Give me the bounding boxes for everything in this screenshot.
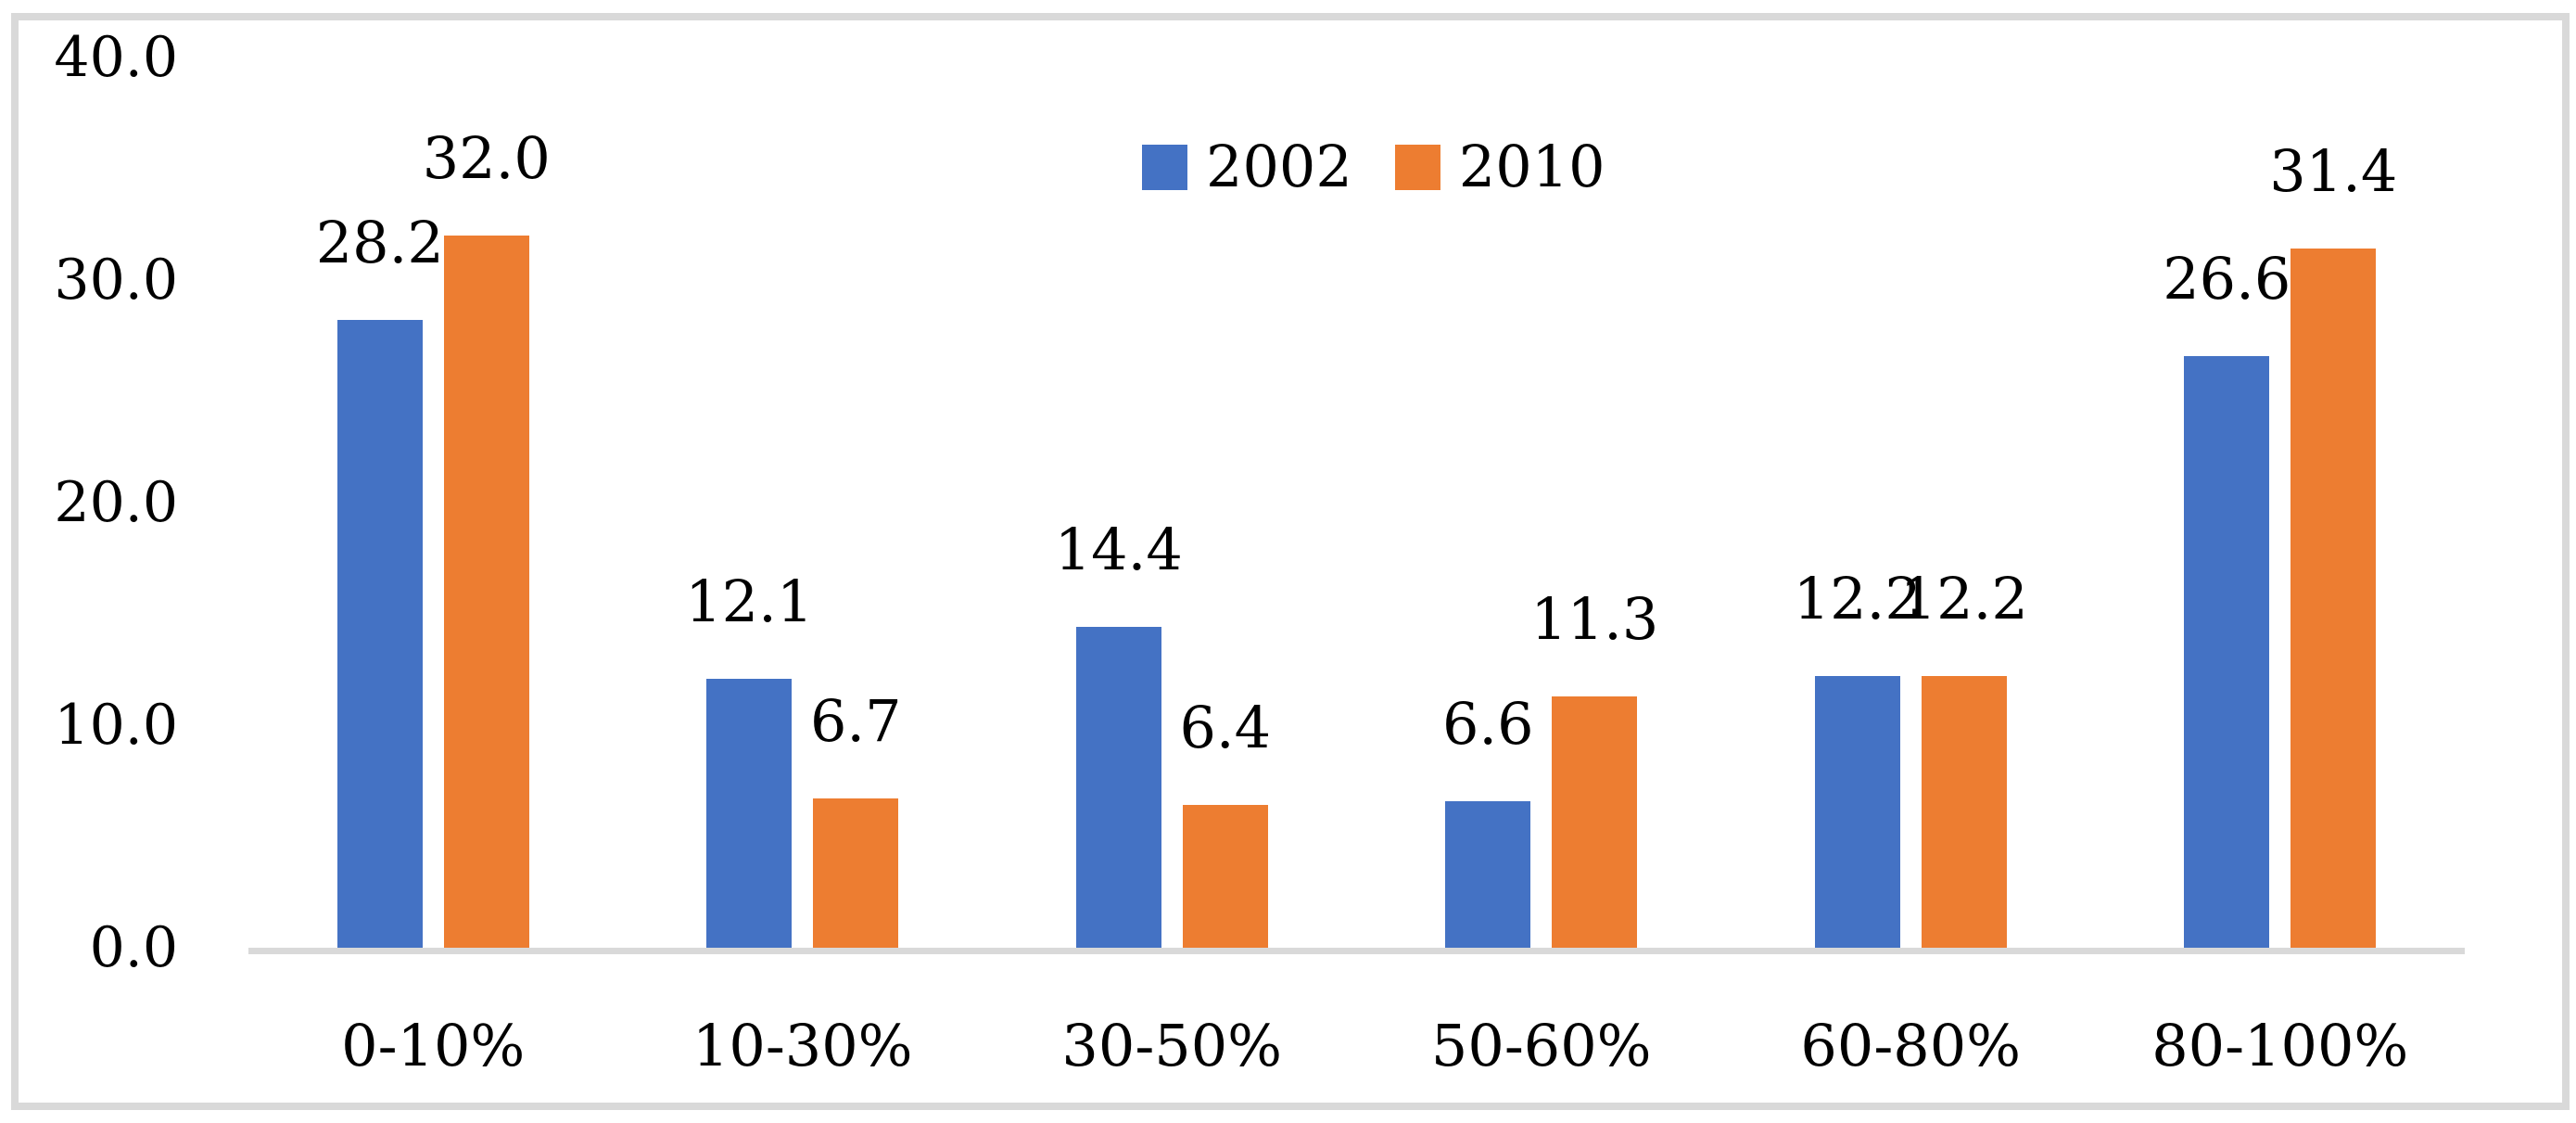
x-axis-category-label: 30-50% bbox=[1061, 1012, 1283, 1079]
bar-2002-0-10% bbox=[336, 320, 423, 948]
y-axis-tick-label: 30.0 bbox=[54, 248, 178, 313]
bar-2010-30-50% bbox=[1182, 805, 1268, 948]
data-label-2002-50-60%: 6.6 bbox=[1441, 689, 1534, 758]
bar-2002-50-60% bbox=[1445, 800, 1531, 948]
chart-border-frame bbox=[11, 13, 2570, 1110]
legend-item-2010: 2010 bbox=[1394, 133, 1605, 200]
data-label-2002-80-100%: 26.6 bbox=[2163, 244, 2291, 313]
data-label-2010-10-30%: 6.7 bbox=[809, 687, 902, 756]
data-label-2010-0-10%: 32.0 bbox=[422, 124, 551, 192]
legend: 2002 2010 bbox=[1142, 134, 1605, 199]
bar-2010-60-80% bbox=[1921, 676, 2007, 948]
bar-2002-60-80% bbox=[1814, 676, 1900, 948]
legend-swatch-2010 bbox=[1394, 144, 1440, 190]
y-axis-tick-label: 10.0 bbox=[54, 693, 178, 758]
legend-item-2002: 2002 bbox=[1142, 134, 1352, 199]
bar-2010-0-10% bbox=[443, 236, 529, 948]
y-axis-tick-label: 20.0 bbox=[54, 470, 178, 535]
data-label-2010-50-60%: 11.3 bbox=[1530, 584, 1659, 653]
data-label-2002-0-10%: 28.2 bbox=[315, 209, 444, 277]
legend-label-2002: 2002 bbox=[1206, 133, 1352, 200]
data-label-2010-30-50%: 6.4 bbox=[1179, 694, 1272, 762]
data-label-2002-30-50%: 14.4 bbox=[1054, 516, 1183, 584]
bar-2010-80-100% bbox=[2290, 249, 2377, 948]
x-axis-category-label: 0-10% bbox=[341, 1012, 526, 1079]
legend-swatch-2002 bbox=[1142, 144, 1187, 190]
y-axis-tick-label: 0.0 bbox=[89, 915, 178, 980]
x-axis-line bbox=[248, 948, 2465, 954]
data-label-2010-80-100%: 31.4 bbox=[2269, 137, 2398, 206]
x-axis-category-label: 50-60% bbox=[1430, 1012, 1652, 1079]
y-axis-tick-label: 40.0 bbox=[54, 25, 178, 90]
bar-2002-10-30% bbox=[706, 678, 793, 948]
bar-2002-30-50% bbox=[1075, 627, 1161, 948]
bar-2010-50-60% bbox=[1552, 695, 1638, 948]
x-axis-category-label: 60-80% bbox=[1800, 1012, 2022, 1079]
data-label-2002-60-80%: 12.2 bbox=[1793, 565, 1922, 633]
x-axis-category-label: 10-30% bbox=[692, 1012, 913, 1079]
x-axis-category-label: 80-100% bbox=[2151, 1012, 2409, 1079]
data-label-2010-60-80%: 12.2 bbox=[1899, 565, 2028, 633]
legend-label-2010: 2010 bbox=[1458, 133, 1605, 200]
data-label-2002-10-30%: 12.1 bbox=[685, 567, 814, 635]
bar-2002-80-100% bbox=[2184, 355, 2270, 948]
bar-2010-10-30% bbox=[813, 798, 899, 948]
